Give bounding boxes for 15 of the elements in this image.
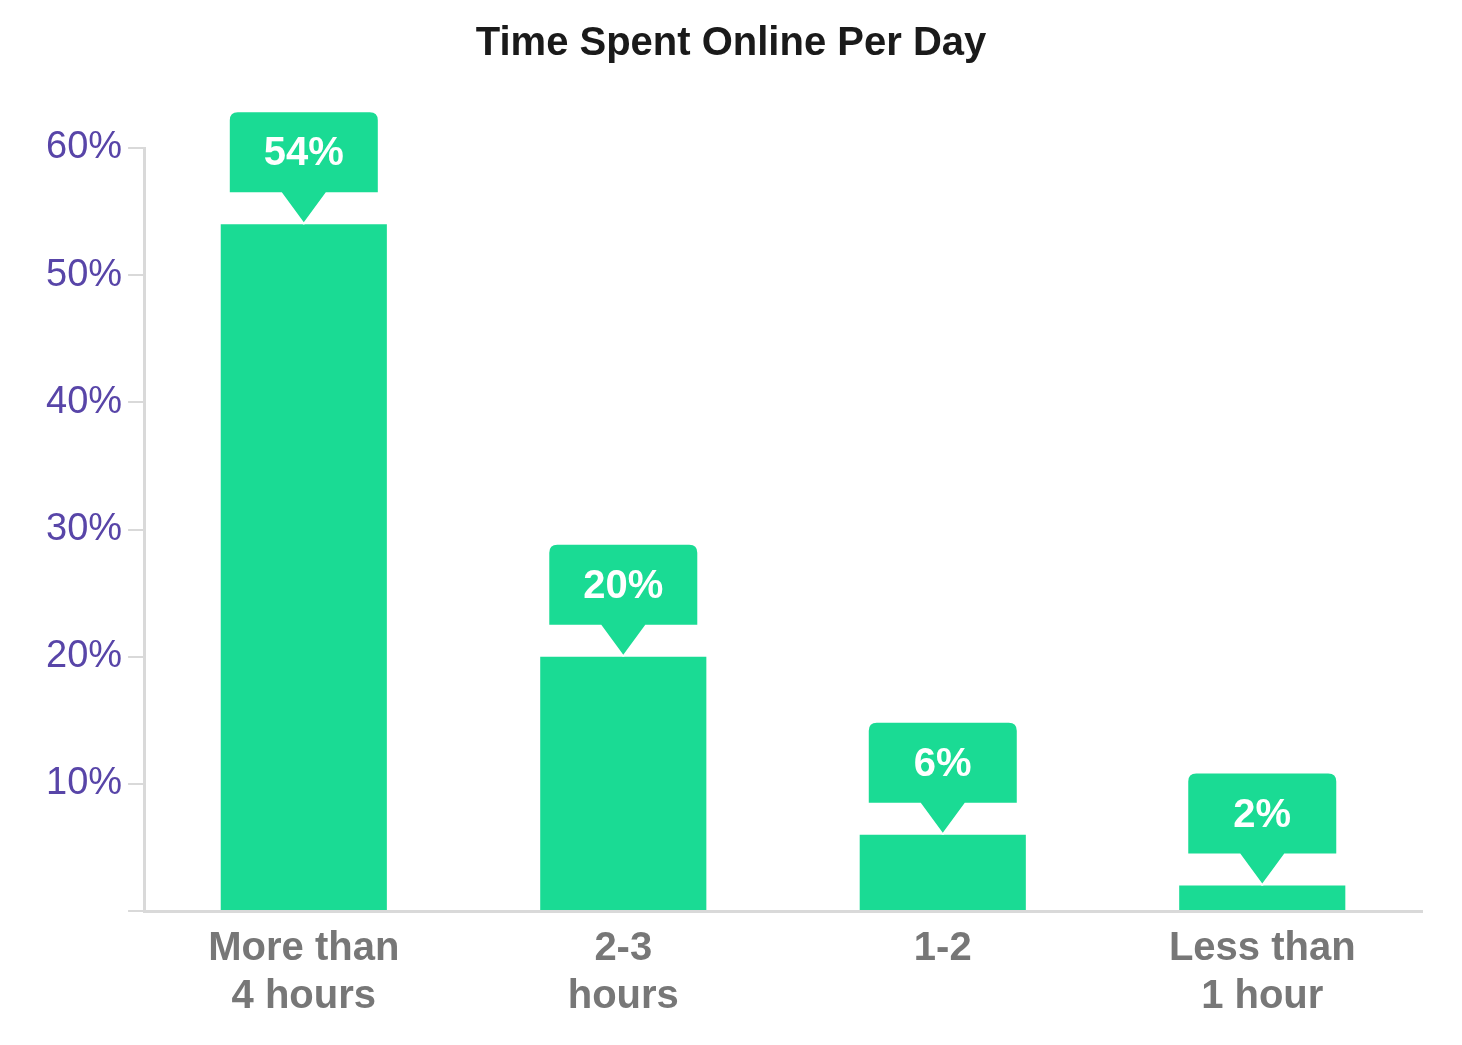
y-tick-label: 20% xyxy=(45,633,123,676)
chart-title: Time Spent Online Per Day xyxy=(475,19,988,64)
x-tick-label: Less than 1 hour xyxy=(1168,924,1356,1017)
y-tick-label: 10% xyxy=(45,760,123,803)
x-tick-label: 1-2 xyxy=(913,924,972,969)
x-tick-label: 2-3 hours xyxy=(567,924,679,1017)
data-label: 20% xyxy=(583,561,664,606)
data-label: 54% xyxy=(263,129,344,174)
y-tick-label: 60% xyxy=(45,124,123,167)
x-tick-label: More than 4 hours xyxy=(208,924,400,1017)
data-label: 2% xyxy=(1233,790,1292,835)
data-label: 6% xyxy=(913,739,972,784)
y-tick-label: 30% xyxy=(45,505,123,548)
y-tick-label: 50% xyxy=(45,251,123,294)
y-tick-label: 40% xyxy=(45,378,123,421)
